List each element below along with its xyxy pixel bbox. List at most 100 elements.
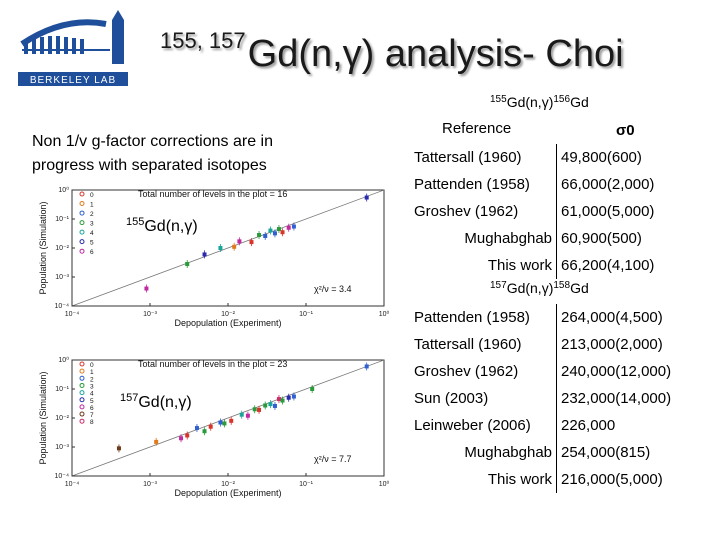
data-point (272, 403, 277, 408)
y-tick-label: 10⁻⁴ (55, 473, 70, 480)
legend-label: 3 (90, 221, 94, 228)
scatter-plot-155: 10⁻⁴ 10⁻³ 10⁻² 10⁻¹ 10⁰ 10⁰ 10⁻¹ 10⁻² 10⁻³ 10⁻⁴ To… (38, 186, 390, 328)
legend-marker (79, 361, 85, 367)
x-tick-label: 10⁰ (379, 480, 390, 488)
data-point (286, 225, 291, 230)
table-row: Tattersall (1960) 213,000(2,000) (410, 331, 675, 358)
legend-label: 5 (90, 240, 94, 247)
data-point (257, 407, 262, 412)
legend-label: 2 (90, 376, 94, 383)
value-cell: 61,000(5,000) (561, 203, 655, 220)
legend-marker (79, 248, 85, 254)
data-point (185, 433, 190, 438)
data-point (229, 418, 234, 423)
table-row: Mughabghab 60,900(500) (410, 225, 658, 252)
data-point (218, 246, 223, 250)
y-tick-label: 10⁻² (55, 415, 69, 422)
berkeley-lab-logo: BERKELEY LAB (14, 10, 132, 88)
legend-marker (79, 418, 85, 424)
value-cell: 264,000(4,500) (561, 309, 663, 326)
data-point (245, 413, 250, 418)
value-cell: 232,000(14,000) (561, 390, 672, 407)
data-point (202, 252, 207, 257)
legend-marker (79, 411, 85, 417)
diagonal-line (71, 359, 385, 477)
x-tick-label: 10⁻² (221, 311, 235, 318)
table157: Pattenden (1958) 264,000(4,500) Tattersall… (410, 304, 675, 493)
svg-text:BERKELEY LAB: BERKELEY LAB (30, 75, 116, 86)
legend-label: 6 (90, 405, 94, 412)
reference-cell: Pattenden (1958) (410, 304, 557, 331)
table-row: Leinweber (2006) 226,000 (410, 412, 675, 439)
legend-marker (79, 368, 85, 374)
legend-marker (79, 382, 85, 388)
y-tick-label: 10⁻² (55, 245, 69, 252)
legend-label: 2 (90, 211, 94, 218)
data-point (276, 397, 281, 402)
x-axis-label: Depopulation (Experiment) (174, 488, 281, 498)
legend-marker (79, 220, 85, 226)
value-cell: 213,000(2,000) (561, 336, 663, 353)
reference-cell: Mughabghab (410, 439, 557, 466)
table-row: Pattenden (1958) 264,000(4,500) (410, 304, 675, 331)
data-point (218, 420, 223, 425)
legend-marker (79, 375, 85, 381)
x-tick-label: 10⁻⁴ (65, 311, 80, 318)
legend-marker (79, 229, 85, 235)
y-tick-label: 10⁻³ (55, 274, 69, 281)
y-tick-label: 10⁻³ (55, 444, 69, 451)
data-point (154, 439, 159, 444)
x-tick-label: 10⁰ (379, 310, 390, 318)
data-point (263, 403, 268, 408)
y-axis-label: Population (Simulation) (38, 201, 48, 294)
legend-marker (79, 390, 85, 396)
legend-label: 5 (90, 398, 94, 405)
data-point (144, 286, 149, 291)
table155-title: 155Gd(n,γ)156Gd (490, 94, 589, 110)
y-tick-label: 10⁰ (58, 356, 69, 364)
table155: Tattersall (1960) 49,800(600) Pattenden (1… (410, 144, 658, 279)
reference-cell: Tattersall (1960) (410, 331, 557, 358)
reference-cell: This work (410, 466, 557, 493)
data-point (280, 230, 285, 235)
data-point (239, 412, 244, 417)
reference-cell: Groshev (1962) (410, 198, 557, 225)
value-cell: 240,000(12,000) (561, 363, 672, 380)
data-point (116, 446, 121, 451)
reference-cell: Sun (2003) (410, 385, 557, 412)
legend-marker (79, 210, 85, 216)
table-row: Groshev (1962) 240,000(12,000) (410, 358, 675, 385)
diagonal-line (71, 189, 385, 307)
legend-marker (79, 239, 85, 245)
legend-label: 6 (90, 249, 94, 256)
x-tick-label: 10⁻³ (143, 481, 157, 488)
legend-label: 1 (90, 369, 94, 376)
table155-header-ref: Reference (442, 120, 512, 137)
legend-marker (79, 201, 85, 207)
x-tick-label: 10⁻¹ (299, 481, 313, 488)
table-row: Groshev (1962) 61,000(5,000) (410, 198, 658, 225)
data-point (179, 436, 184, 441)
reference-cell: Leinweber (2006) (410, 412, 557, 439)
legend-label: 0 (90, 362, 94, 369)
data-point (272, 231, 277, 236)
y-tick-label: 10⁻⁴ (55, 303, 70, 310)
x-tick-label: 10⁻¹ (299, 311, 313, 318)
data-point (364, 195, 369, 200)
y-tick-label: 10⁻¹ (55, 216, 69, 223)
legend-label: 7 (90, 412, 94, 419)
data-point (263, 233, 268, 238)
chi2-label: χ²/ν = 7.7 (314, 454, 352, 464)
legend-label: 3 (90, 383, 94, 390)
chi2-label: χ²/ν = 3.4 (314, 284, 352, 294)
value-cell: 226,000 (561, 417, 616, 434)
data-point (249, 240, 254, 245)
reference-cell: Pattenden (1958) (410, 171, 557, 198)
table155-header-sigma: σ0 (616, 122, 635, 139)
reference-cell: This work (410, 252, 557, 279)
x-axis-label: Depopulation (Experiment) (174, 318, 281, 328)
data-point (232, 244, 237, 249)
legend-label: 0 (90, 192, 94, 199)
y-axis-label: Population (Simulation) (38, 371, 48, 464)
value-cell: 66,000(2,000) (561, 176, 655, 193)
